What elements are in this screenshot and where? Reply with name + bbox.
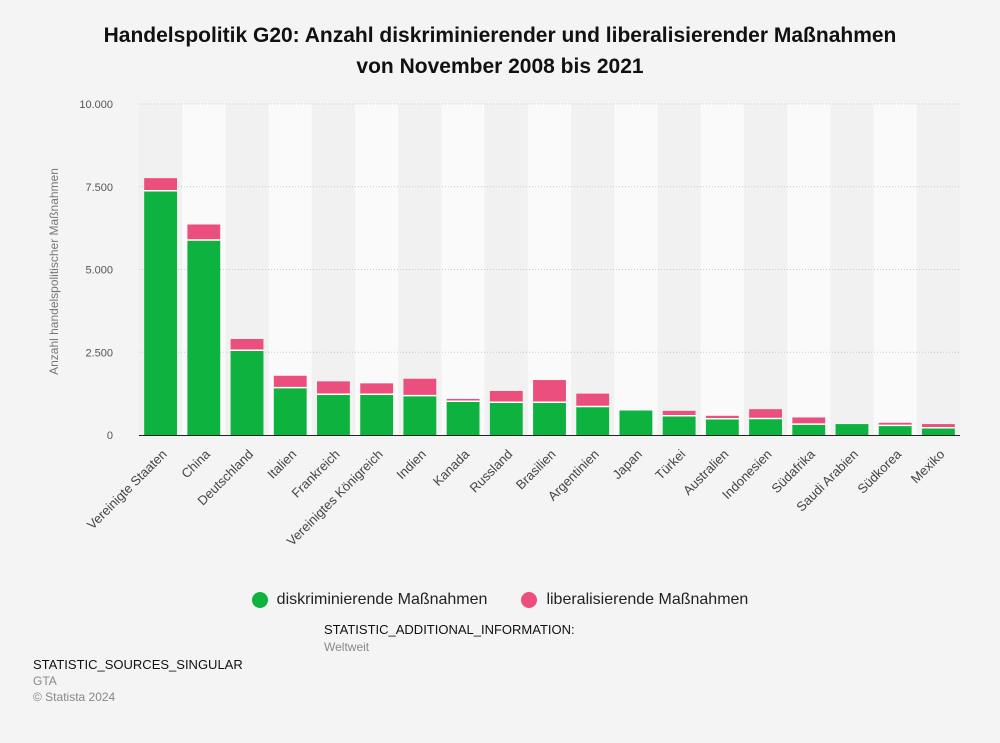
bar-diskriminierend [835,424,869,435]
chart-legend: diskriminierende Maßnahmen liberalisiere… [0,591,1000,609]
bar-liberalisierend [921,424,955,428]
bar-liberalisierend [489,390,523,403]
bar-diskriminierend [273,387,307,435]
legend-item-diskriminierend[interactable]: diskriminierende Maßnahmen [251,591,488,609]
sources-block: STATISTIC_SOURCES_SINGULAR GTA © Statist… [33,657,243,705]
source-name: GTA [33,674,57,688]
additional-information-value: Weltweit [324,640,370,654]
column-band [743,104,788,435]
bar-liberalisierend [792,417,826,425]
bar-liberalisierend [187,224,221,241]
additional-information: STATISTIC_ADDITIONAL_INFORMATION: Weltwe… [324,622,575,654]
bar-liberalisierend [230,339,264,351]
legend-item-liberalisierend[interactable]: liberalisierende Maßnahmen [521,591,748,609]
bar-liberalisierend [878,422,912,426]
bar-liberalisierend [533,380,566,403]
y-axis-label: Anzahl handelspolitischer Maßnahmen [47,168,61,375]
additional-information-label: STATISTIC_ADDITIONAL_INFORMATION: [324,622,575,637]
bar-diskriminierend [792,424,826,435]
bar-diskriminierend [749,418,782,435]
y-tick-label: 5.000 [85,265,113,277]
bar-liberalisierend [662,410,696,416]
column-band [916,104,960,435]
bar-diskriminierend [533,402,566,435]
bar-diskriminierend [144,190,178,435]
bar-diskriminierend [489,402,523,435]
sources-label: STATISTIC_SOURCES_SINGULAR [33,657,243,672]
x-tick-label: Indien [393,447,429,483]
y-tick-label: 10.000 [79,99,113,111]
bar-liberalisierend [144,178,178,191]
column-band [614,104,658,435]
bar-liberalisierend [576,393,610,407]
legend-label-diskriminierend: diskriminierende Maßnahmen [276,591,488,608]
x-tick-label: China [178,446,213,481]
x-tick-label: Italien [264,447,299,482]
bar-diskriminierend [705,418,739,435]
chart-title-line-2: von November 2008 bis 2021 [356,55,644,78]
bar-diskriminierend [230,350,264,435]
bar-diskriminierend [317,394,350,435]
x-tick-label: Vereinigte Staaten [84,447,170,533]
column-band [484,104,528,435]
bar-liberalisierend [360,383,394,395]
bar-liberalisierend [317,381,350,395]
y-tick-label: 2.500 [85,347,113,359]
y-tick-label: 7.500 [85,182,113,194]
x-tick-label: Kanada [430,446,473,489]
bar-liberalisierend [446,398,480,402]
y-tick-label: 0 [107,430,113,442]
column-band [830,104,874,435]
bar-diskriminierend [187,240,221,435]
bar-diskriminierend [446,401,480,435]
bar-liberalisierend [749,409,782,419]
bar-diskriminierend [619,410,653,435]
x-tick-label: Südkorea [854,446,905,497]
legend-dot-liberalisierend [521,592,538,608]
x-tick-label: Türkei [652,446,688,482]
bar-chart: 0 2.500 5.000 7.500 10.000 Anzahl handelspoli… [47,99,960,549]
chart-title-line-1: Handelspolitik G20: Anzahl diskriminiere… [103,24,897,47]
copyright: © Statista 2024 [33,690,116,704]
column-band [700,104,744,435]
bar-diskriminierend [360,394,394,435]
x-tick-label: Japan [609,447,645,483]
bar-diskriminierend [403,395,437,435]
x-tick-label: Mexiko [908,447,948,487]
bar-diskriminierend [878,425,912,435]
bar-diskriminierend [576,406,610,435]
bar-liberalisierend [705,415,739,419]
bar-liberalisierend [273,375,307,388]
legend-dot-diskriminierend [251,592,268,608]
chart-title: Handelspolitik G20: Anzahl diskriminiere… [0,20,1000,82]
bar-diskriminierend [921,427,955,435]
bar-diskriminierend [662,415,696,435]
x-tick-label: Russland [466,447,515,496]
bar-liberalisierend [403,378,437,396]
legend-label-liberalisierend: liberalisierende Maßnahmen [546,591,749,608]
